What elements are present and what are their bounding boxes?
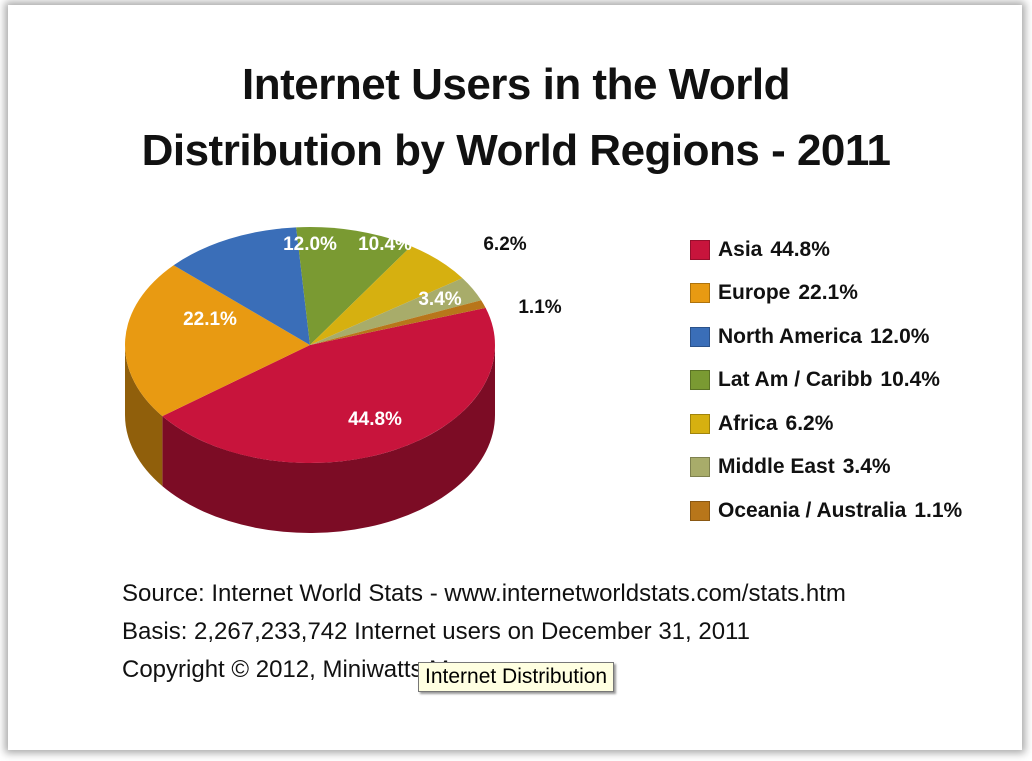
legend-item-asia[interactable]: Asia 44.8% [690,228,962,272]
legend-item-africa[interactable]: Africa 6.2% [690,402,962,446]
basis-text: Basis: 2,267,233,742 Internet users on D… [122,618,750,645]
legend-label: Lat Am / Caribb [718,368,873,392]
legend-value: 12.0% [869,324,930,348]
legend-item-oceania-australia[interactable]: Oceania / Australia 1.1% [690,489,962,533]
pie-label-asia: 44.8% [348,409,402,430]
legend-swatch [690,413,710,434]
pie-label-north-america: 12.0% [283,234,337,255]
pie-label-africa: 6.2% [483,234,526,255]
pie-slice-lat-am-caribb[interactable] [296,227,412,345]
legend-value: 44.8% [770,237,830,261]
pie-label-lat-am-caribb: 10.4% [358,234,412,255]
pie-slice-asia[interactable] [162,307,496,464]
pie-slice-middle-east[interactable] [310,278,482,345]
pie-label-oceania-australia: 1.1% [518,297,561,318]
legend-value: 10.4% [880,368,940,392]
chart-title-line1: Internet Users in the World [242,60,791,109]
pie-slice-north-america[interactable] [173,227,310,345]
legend-label: Oceania / Australia [718,498,907,522]
pie-label-middle-east: 3.4% [418,289,461,310]
legend-swatch [690,457,710,478]
chart-title-line2: Distribution by World Regions - 2011 [141,126,891,175]
legend-label: Asia [718,237,763,261]
legend-label: North America [718,324,862,348]
legend-value: 22.1% [798,281,858,305]
legend-item-lat-am-caribb[interactable]: Lat Am / Caribb 10.4% [690,359,962,403]
legend-value: 6.2% [785,411,834,435]
legend-label: Africa [718,411,778,435]
legend-swatch [690,326,710,347]
copyright-text: Copyright © 2012, Miniwatts M [122,656,450,683]
legend-swatch [690,283,710,304]
legend: Asia 44.8% Europe 22.1% North America 12.0% La… [690,228,962,533]
legend-label: Europe [718,281,791,305]
pie-side-europe [125,345,163,487]
tooltip: Internet Distribution [418,662,615,692]
legend-item-europe[interactable]: Europe 22.1% [690,272,962,316]
legend-item-middle-east[interactable]: Middle East 3.4% [690,446,962,490]
legend-label: Middle East [718,455,835,479]
pie-slice-oceania-australia[interactable] [310,300,486,345]
legend-swatch [690,239,710,260]
source-text: Source: Internet World Stats - www.inter… [122,580,846,607]
legend-item-north-america[interactable]: North America 12.0% [690,315,962,359]
legend-value: 1.1% [914,498,963,522]
pie-slice-europe[interactable] [125,265,310,417]
pie-slice-africa[interactable] [310,246,463,345]
legend-swatch [690,370,710,391]
pie-label-europe: 22.1% [183,309,237,330]
pie-chart: 44.8% 22.1% 12.0% 10.4% 6.2% 3.4% 1.1% [125,227,562,533]
legend-swatch [690,500,710,521]
legend-value: 3.4% [842,455,891,479]
pie-side-asia [162,345,495,533]
